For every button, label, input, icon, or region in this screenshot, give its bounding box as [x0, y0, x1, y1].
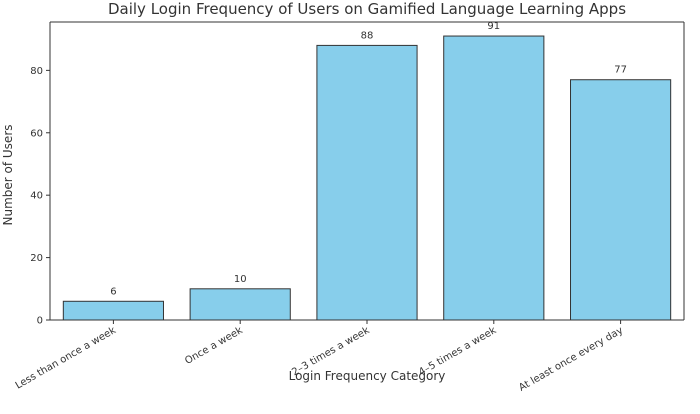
- data-label: 6: [110, 286, 116, 297]
- y-tick-label: 80: [30, 66, 43, 77]
- y-tick-label: 60: [30, 128, 43, 139]
- data-label: 91: [487, 21, 500, 32]
- bar: [189, 288, 291, 321]
- y-tick-label: 0: [37, 316, 43, 327]
- y-tick-label: 40: [30, 191, 43, 202]
- chart-title: Daily Login Frequency of Users on Gamifi…: [108, 0, 626, 18]
- bar: [570, 79, 672, 321]
- bar: [316, 44, 418, 321]
- y-tick-label: 20: [30, 253, 43, 264]
- y-axis-label: Number of Users: [1, 124, 15, 225]
- data-label: 88: [361, 30, 374, 41]
- data-label: 10: [234, 274, 247, 285]
- bar: [443, 35, 545, 321]
- bar: [62, 300, 164, 321]
- x-axis-label: Login Frequency Category: [289, 369, 446, 383]
- data-label: 77: [614, 65, 627, 76]
